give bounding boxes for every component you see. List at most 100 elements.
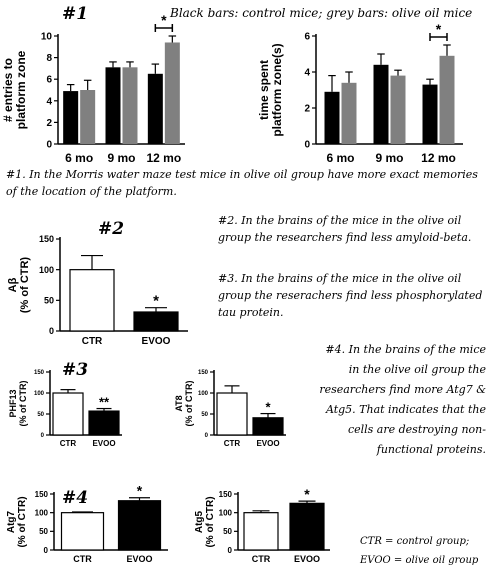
bar-olive-oil bbox=[80, 90, 96, 144]
y-tick-label: 2 bbox=[304, 104, 310, 115]
y-tick-label: 4 bbox=[304, 68, 310, 79]
y-axis-label: (% of CTR) bbox=[184, 381, 194, 427]
note-2: #2. In the brains of the mice in the oli… bbox=[218, 214, 472, 244]
y-tick-label: 2 bbox=[46, 118, 52, 129]
bar-control bbox=[63, 91, 79, 144]
bar-olive-oil bbox=[122, 67, 138, 144]
y-tick-label: 50 bbox=[44, 295, 54, 305]
significance-marker: ** bbox=[99, 395, 110, 410]
bar-evoo bbox=[117, 500, 162, 551]
bar-olive-oil bbox=[164, 42, 180, 145]
panel-label-3: #3 bbox=[62, 360, 89, 380]
y-axis-label: Aβ bbox=[7, 277, 19, 292]
y-tick-label: 150 bbox=[35, 490, 49, 499]
significance-marker: * bbox=[153, 293, 159, 310]
y-axis-label: (% of CTR) bbox=[19, 257, 31, 314]
significance-marker: * bbox=[436, 21, 442, 37]
y-tick-label: 8 bbox=[46, 53, 52, 64]
bar-ctr bbox=[60, 512, 105, 551]
y-tick-label: 0 bbox=[46, 140, 52, 151]
note-4: #4. In the brains of the mice in the oli… bbox=[319, 343, 486, 456]
y-axis-label: (% of CTR) bbox=[17, 496, 28, 547]
y-tick-label: 0 bbox=[49, 326, 54, 336]
y-axis-label: (% of CTR) bbox=[205, 496, 216, 547]
y-tick-label: 150 bbox=[39, 234, 54, 244]
y-tick-label: 6 bbox=[304, 32, 310, 43]
y-tick-label: 150 bbox=[219, 490, 233, 499]
y-axis-label: platform zone bbox=[14, 50, 28, 129]
bar-evoo bbox=[252, 417, 284, 436]
panel-label-2: #2 bbox=[98, 219, 125, 239]
bar-control bbox=[147, 73, 163, 144]
note-3: #3. In the brains of the mice in the oli… bbox=[218, 272, 483, 319]
x-tick-label: CTR bbox=[73, 554, 92, 564]
y-tick-label: 6 bbox=[46, 75, 52, 86]
y-tick-label: 0 bbox=[41, 433, 45, 439]
bar-olive-oil bbox=[439, 55, 455, 144]
bar-control bbox=[105, 67, 121, 144]
significance-marker: * bbox=[137, 483, 143, 499]
chart-abeta: 0 50 100 150 Aβ (% of CTR) CTR EVOO * bbox=[7, 234, 188, 347]
y-axis-label: platform zone(s) bbox=[270, 43, 284, 136]
x-tick-label: EVOO bbox=[294, 554, 320, 564]
x-tick-label: EVOO bbox=[142, 336, 171, 347]
chart-at8: 0 50 100 150 AT8 (% of CTR) CTR EVOO * bbox=[174, 370, 286, 448]
bar-control bbox=[422, 84, 438, 144]
y-tick-label: 0 bbox=[228, 546, 233, 555]
y-tick-label: 0 bbox=[304, 140, 310, 151]
chart-time-spent: 0 2 4 6 time spent platform zone(s) 6 mo 9 mo 12… bbox=[257, 21, 463, 165]
y-tick-label: 100 bbox=[34, 391, 45, 397]
bar-ctr bbox=[216, 392, 248, 436]
bar-ctr bbox=[52, 392, 84, 436]
bar-ctr bbox=[243, 512, 279, 551]
y-tick-label: 10 bbox=[41, 32, 53, 43]
x-tick-label: 12 mo bbox=[421, 151, 456, 165]
legend-note: Black bars: control mice; grey bars: oli… bbox=[170, 6, 473, 20]
x-tick-label: 12 mo bbox=[146, 151, 181, 165]
y-tick-label: 50 bbox=[39, 527, 48, 536]
y-tick-label: 50 bbox=[37, 412, 44, 418]
x-tick-label: 9 mo bbox=[107, 151, 135, 165]
significance-marker: * bbox=[265, 400, 271, 415]
bar-olive-oil bbox=[390, 75, 406, 144]
y-tick-label: 100 bbox=[219, 508, 233, 517]
x-tick-label: 9 mo bbox=[375, 151, 403, 165]
y-axis-label: time spent bbox=[257, 60, 271, 120]
chart-atg7: 0 50 100 150 Atg7 (% of CTR) CTR EVOO * bbox=[6, 483, 168, 564]
y-tick-label: 100 bbox=[35, 508, 49, 517]
chart-atg5: 0 50 100 150 Atg5 (% of CTR) CTR EVOO * bbox=[194, 486, 330, 564]
y-tick-label: 50 bbox=[223, 527, 232, 536]
y-tick-label: 0 bbox=[205, 433, 209, 439]
y-axis-label: # entries to bbox=[1, 58, 15, 122]
x-tick-label: 6 mo bbox=[65, 151, 93, 165]
x-tick-label: EVOO bbox=[126, 554, 152, 564]
x-tick-label: CTR bbox=[224, 439, 241, 448]
y-tick-label: 150 bbox=[34, 370, 45, 376]
significance-marker: * bbox=[304, 486, 310, 502]
x-tick-label: EVOO bbox=[256, 439, 279, 448]
bar-evoo bbox=[88, 410, 120, 436]
chart-entries: 0 2 4 6 8 10 # entries to platform zone 6 mo 9 mo… bbox=[1, 12, 185, 165]
bar-evoo bbox=[289, 502, 325, 551]
x-tick-label: EVOO bbox=[92, 439, 115, 448]
y-axis-label: AT8 bbox=[174, 395, 184, 411]
y-tick-label: 50 bbox=[201, 412, 208, 418]
panel-label-1: #1 bbox=[62, 4, 89, 24]
panel-label-4: #4 bbox=[62, 488, 89, 508]
bar-ctr bbox=[69, 269, 115, 332]
bar-control bbox=[324, 91, 340, 144]
y-tick-label: 100 bbox=[39, 265, 54, 275]
y-tick-label: 150 bbox=[198, 370, 209, 376]
y-tick-label: 0 bbox=[44, 546, 49, 555]
group-key: CTR = control group; EVOO = olive oil gr… bbox=[360, 536, 479, 566]
y-axis-label: Atg7 bbox=[6, 510, 17, 533]
bar-control bbox=[373, 64, 389, 144]
y-axis-label: Atg5 bbox=[194, 510, 205, 533]
bar-evoo bbox=[133, 311, 179, 332]
x-tick-label: CTR bbox=[252, 554, 271, 564]
significance-marker: * bbox=[161, 12, 167, 28]
y-tick-label: 100 bbox=[198, 391, 209, 397]
x-tick-label: CTR bbox=[60, 439, 77, 448]
y-tick-label: 4 bbox=[46, 96, 52, 107]
x-tick-label: 6 mo bbox=[326, 151, 354, 165]
